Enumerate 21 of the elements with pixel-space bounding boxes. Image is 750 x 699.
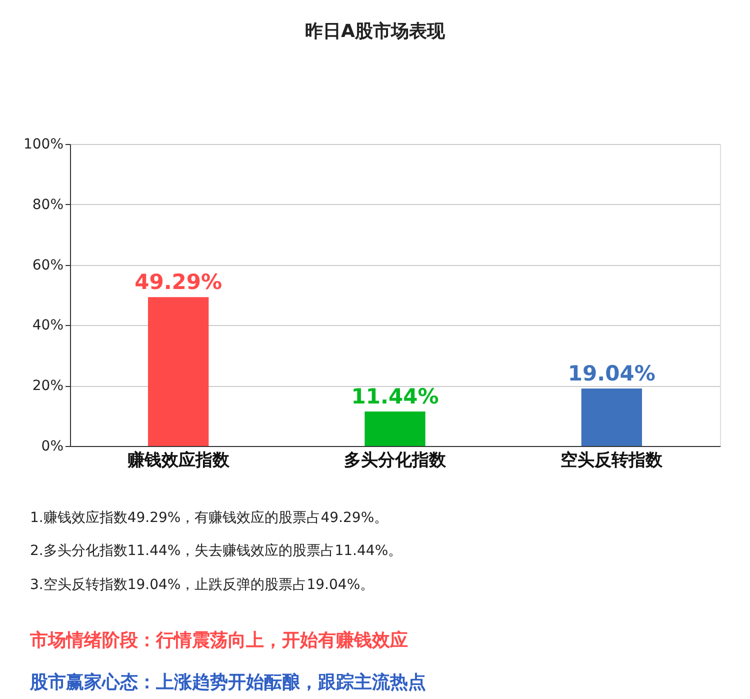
y-tick-label: 20% [32,378,64,394]
text: 股市赢家心态：上涨趋势开始酝酿，跟踪主流热点 [29,672,426,693]
text: 市场情绪阶段：行情震荡向上，开始有赚钱效应 [29,630,408,651]
x-tick-label: 多头分化指数 [344,450,447,470]
y-tick-label: 100% [23,136,64,152]
data-label: 19.04% [568,362,656,386]
x-tick-label: 赚钱效应指数 [126,450,230,470]
y-tick-label: 60% [32,257,64,274]
text: 2.多头分化指数11.44%，失去赚钱效应的股票占11.44%。 [30,543,402,559]
data-label: 49.29% [134,270,222,294]
y-tick-label: 80% [32,196,64,213]
text: 1.赚钱效应指数49.29%，有赚钱效应的股票占49.29%。 [30,510,388,526]
bar [364,411,426,446]
text: 3.空头反转指数19.04%，止跌反弹的股票占19.04%。 [30,577,374,593]
y-tick-label: 0% [41,438,64,454]
chart-title: 昨日A股市场表现 [305,21,446,42]
y-tick-label: 40% [32,318,64,334]
data-label: 11.44% [351,384,439,408]
x-tick-label: 空头反转指数 [560,450,664,470]
bar [581,388,642,446]
bar [148,297,209,446]
